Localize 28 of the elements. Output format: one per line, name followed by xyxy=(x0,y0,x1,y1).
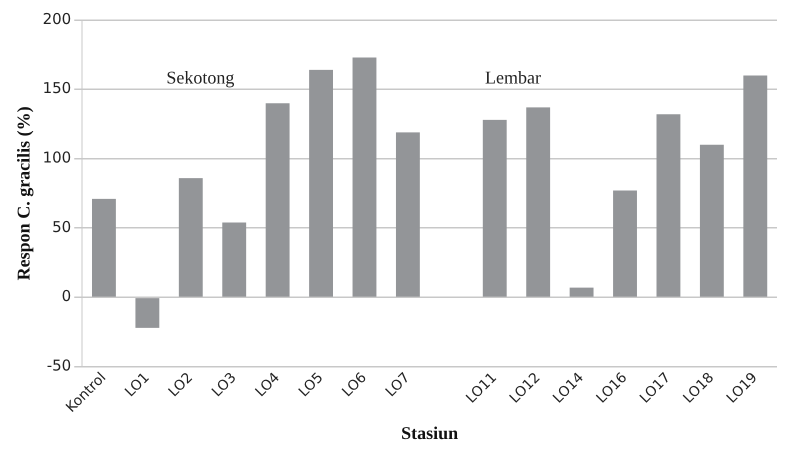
y-tick-label: 50 xyxy=(52,218,72,236)
bar xyxy=(266,103,290,297)
x-tick-label: LO2 xyxy=(166,370,196,400)
bar xyxy=(700,144,724,297)
bar xyxy=(656,114,680,297)
y-tick-label: 0 xyxy=(62,287,72,306)
bar xyxy=(92,198,116,297)
annotation: Lembar xyxy=(485,68,541,88)
bar xyxy=(570,288,594,297)
bar xyxy=(743,75,768,297)
bar xyxy=(178,178,203,297)
x-tick-label: LO1 xyxy=(122,370,153,400)
bar xyxy=(135,298,160,328)
y-tick-label: 200 xyxy=(42,10,72,28)
bar xyxy=(526,107,550,297)
y-tick-label: -50 xyxy=(46,356,72,375)
y-tick-label: 100 xyxy=(42,148,72,167)
annotation: Sekotong xyxy=(166,68,234,88)
bar xyxy=(613,190,637,297)
y-tick-label: 150 xyxy=(42,79,72,98)
bar xyxy=(222,222,246,297)
bar xyxy=(309,70,333,297)
x-tick-label: LO3 xyxy=(209,370,240,400)
x-axis-title: Stasiun xyxy=(401,422,458,443)
bar xyxy=(352,57,376,297)
bar xyxy=(396,132,420,297)
y-axis-title: Respon C. gracilis (%) xyxy=(13,106,34,280)
bar xyxy=(482,120,507,297)
